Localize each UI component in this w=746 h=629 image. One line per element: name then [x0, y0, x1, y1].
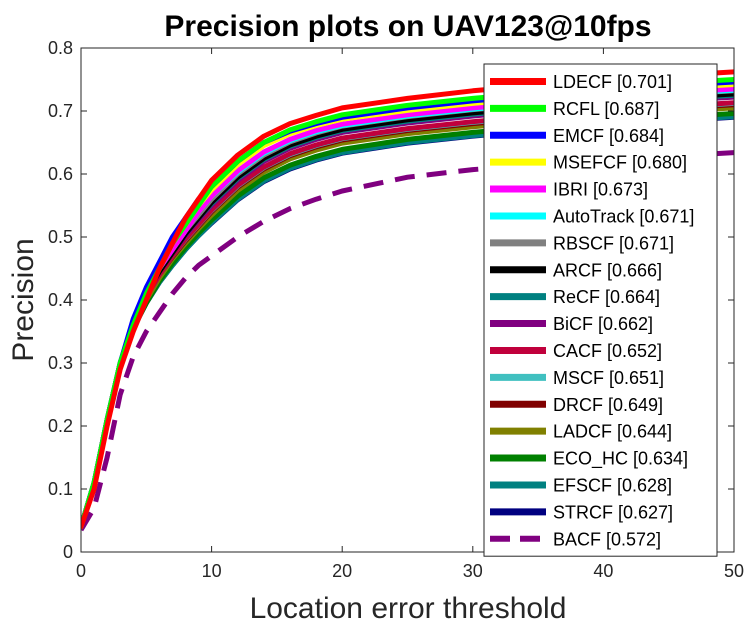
legend-label: STRCF [0.627] [553, 502, 673, 522]
legend-label: RBSCF [0.671] [553, 233, 674, 253]
x-tick-label: 30 [463, 561, 483, 581]
legend-label: IBRI [0.673] [553, 180, 648, 200]
y-tick-label: 0.3 [48, 353, 73, 373]
y-axis: 0 0.1 0.2 0.3 0.4 0.5 0.6 0.7 0.8 [48, 38, 734, 562]
chart-title: Precision plots on UAV123@10fps [164, 10, 651, 43]
legend-label: MSCF [0.651] [553, 368, 664, 388]
x-tick-label: 20 [332, 561, 352, 581]
legend-label: RCFL [0.687] [553, 99, 659, 119]
y-tick-label: 0 [63, 542, 73, 562]
y-tick-label: 0.6 [48, 164, 73, 184]
legend-label: ECO_HC [0.634] [553, 449, 688, 470]
legend-label: AutoTrack [0.671] [553, 206, 694, 226]
legend-label: ReCF [0.664] [553, 287, 660, 307]
legend-label: BACF [0.572] [553, 529, 661, 549]
x-axis-label: Location error threshold [250, 592, 567, 625]
legend-label: DRCF [0.649] [553, 395, 663, 415]
y-tick-label: 0.8 [48, 38, 73, 58]
legend-label: LADCF [0.644] [553, 422, 672, 442]
x-tick-label: 50 [724, 561, 744, 581]
x-axis: 0 10 20 30 40 50 [76, 48, 744, 581]
y-tick-label: 0.1 [48, 479, 73, 499]
legend-label: LDECF [0.701] [553, 72, 672, 92]
legend: LDECF [0.701] RCFL [0.687] EMCF [0.684] MSE… [483, 63, 718, 557]
legend-box [483, 63, 718, 557]
legend-label: ARCF [0.666] [553, 260, 662, 280]
y-axis-label: Precision [7, 238, 40, 361]
legend-label: BiCF [0.662] [553, 314, 653, 334]
x-tick-label: 40 [593, 561, 613, 581]
y-tick-label: 0.2 [48, 416, 73, 436]
y-tick-label: 0.4 [48, 290, 73, 310]
x-tick-label: 10 [202, 561, 222, 581]
x-tick-label: 0 [76, 561, 86, 581]
legend-label: CACF [0.652] [553, 341, 662, 361]
y-tick-label: 0.7 [48, 101, 73, 121]
y-tick-label: 0.5 [48, 227, 73, 247]
legend-label: MSEFCF [0.680] [553, 153, 687, 173]
legend-label: EMCF [0.684] [553, 126, 664, 146]
legend-label: EFSCF [0.628] [553, 475, 672, 495]
